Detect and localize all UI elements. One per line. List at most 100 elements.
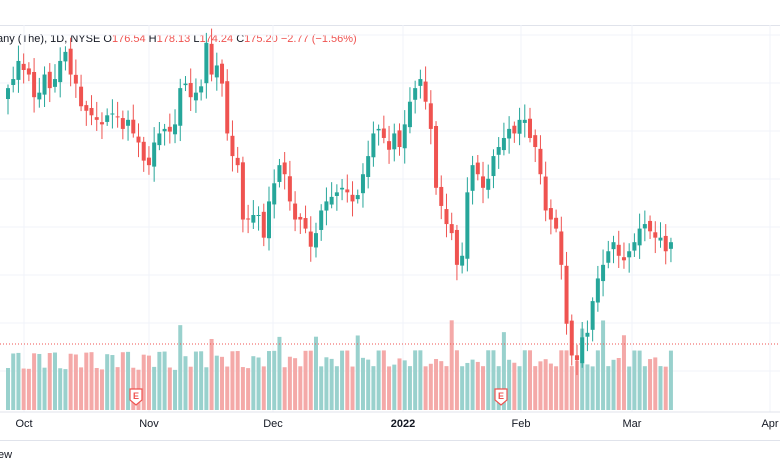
- candle-body: [481, 176, 486, 188]
- candle-body: [360, 174, 365, 194]
- volume-bar: [230, 351, 235, 410]
- candle-body: [585, 332, 590, 337]
- candle-body: [340, 187, 345, 190]
- volume-bar: [152, 366, 157, 410]
- candle-body: [496, 147, 501, 155]
- x-tick-label: Mar: [623, 418, 642, 430]
- candle-body: [230, 135, 235, 157]
- candle-body: [178, 88, 183, 126]
- candle-body: [6, 88, 10, 99]
- volume-bar: [235, 351, 240, 410]
- candle-body: [491, 156, 496, 177]
- candle-body: [220, 63, 225, 84]
- volume-bar: [193, 351, 198, 410]
- volume-bar: [642, 366, 647, 410]
- volume-bar: [360, 357, 365, 410]
- volume-bar: [240, 367, 245, 410]
- volume-bar: [37, 353, 42, 410]
- candle-body: [501, 137, 506, 151]
- candle-body: [298, 216, 303, 220]
- candle-body: [418, 79, 423, 86]
- candle-body: [517, 119, 522, 134]
- volume-bar: [528, 350, 532, 410]
- volume-bar: [402, 360, 407, 410]
- candle-body: [167, 126, 172, 132]
- volume-bar: [261, 366, 266, 410]
- candle-body: [595, 278, 600, 303]
- time-axis: Oct Nov Dec 2022 Feb Mar Apr: [0, 411, 780, 430]
- candle-body: [282, 162, 287, 175]
- candle-body: [569, 320, 574, 356]
- candle-body: [507, 128, 512, 139]
- candle-body: [193, 92, 198, 101]
- volume-bar: [507, 359, 512, 410]
- candle-body: [308, 231, 313, 247]
- volume-bar: [256, 357, 261, 410]
- candle-body: [52, 79, 57, 87]
- volume-bar: [42, 367, 47, 410]
- volume-bar: [460, 366, 465, 410]
- candle-body: [533, 135, 538, 148]
- candle-body: [110, 113, 115, 115]
- candle-body: [199, 86, 204, 93]
- volume-bar: [668, 350, 673, 410]
- volume-bar: [569, 366, 574, 410]
- volume-bar: [173, 369, 178, 410]
- candle-body: [559, 231, 564, 265]
- volume-bar: [611, 359, 616, 410]
- x-tick-label: Nov: [139, 418, 159, 430]
- volume-bar: [413, 350, 418, 410]
- volume-bar: [366, 359, 371, 410]
- candle-body: [94, 117, 99, 120]
- candle-body: [47, 71, 52, 89]
- candle-body: [79, 86, 84, 107]
- candle-body: [334, 192, 339, 196]
- candles: [6, 28, 673, 376]
- volume-bar: [99, 369, 104, 410]
- candle-body: [668, 242, 673, 249]
- candle-body: [465, 192, 470, 259]
- candle-body: [601, 264, 606, 282]
- candle-body: [188, 82, 193, 98]
- volume-bar: [627, 366, 632, 410]
- candle-body: [350, 194, 355, 202]
- candle-body: [658, 237, 663, 241]
- high-value: 178.13: [156, 33, 191, 45]
- volume-bar: [47, 353, 52, 410]
- volume-bar: [329, 358, 334, 410]
- candle-body: [157, 133, 162, 146]
- candle-body: [131, 119, 136, 134]
- candle-body: [209, 43, 214, 75]
- volume-bar: [371, 366, 376, 410]
- volume-bar: [334, 366, 339, 410]
- candle-body: [303, 218, 308, 229]
- volume-bar: [423, 366, 428, 410]
- volume-bar: [308, 350, 313, 410]
- volume-bar: [564, 350, 569, 410]
- volume-bar: [157, 351, 162, 410]
- candle-body: [58, 60, 63, 83]
- volume-bar: [548, 363, 553, 410]
- volume-bar: [287, 356, 292, 410]
- volume-bar: [79, 367, 84, 410]
- candle-body: [89, 107, 94, 116]
- candle-body: [73, 74, 78, 84]
- candle-body: [428, 103, 433, 129]
- volume-bar: [267, 351, 271, 410]
- candle-body: [319, 210, 324, 230]
- volume-bar: [434, 359, 439, 410]
- volume-bar: [73, 354, 78, 410]
- volume-bar: [392, 364, 397, 410]
- candle-body: [554, 217, 559, 229]
- candle-body: [136, 136, 141, 143]
- candle-body: [329, 196, 334, 205]
- candle-body: [261, 211, 266, 238]
- x-tick-label: Feb: [512, 418, 531, 430]
- candle-body: [21, 63, 26, 70]
- volume-bar: [225, 366, 230, 410]
- volume-bar: [167, 367, 172, 410]
- candle-body: [392, 133, 397, 150]
- volume-bar: [663, 366, 668, 410]
- volume-bar: [324, 357, 329, 410]
